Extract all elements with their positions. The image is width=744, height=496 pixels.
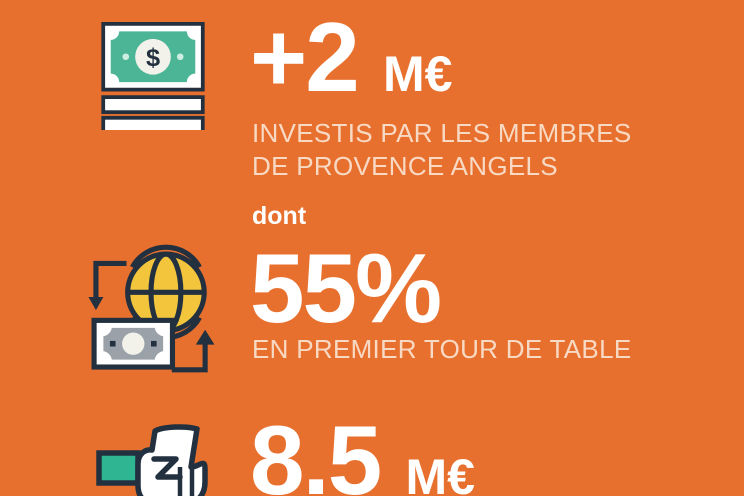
svg-text:$: $ [146, 44, 160, 72]
